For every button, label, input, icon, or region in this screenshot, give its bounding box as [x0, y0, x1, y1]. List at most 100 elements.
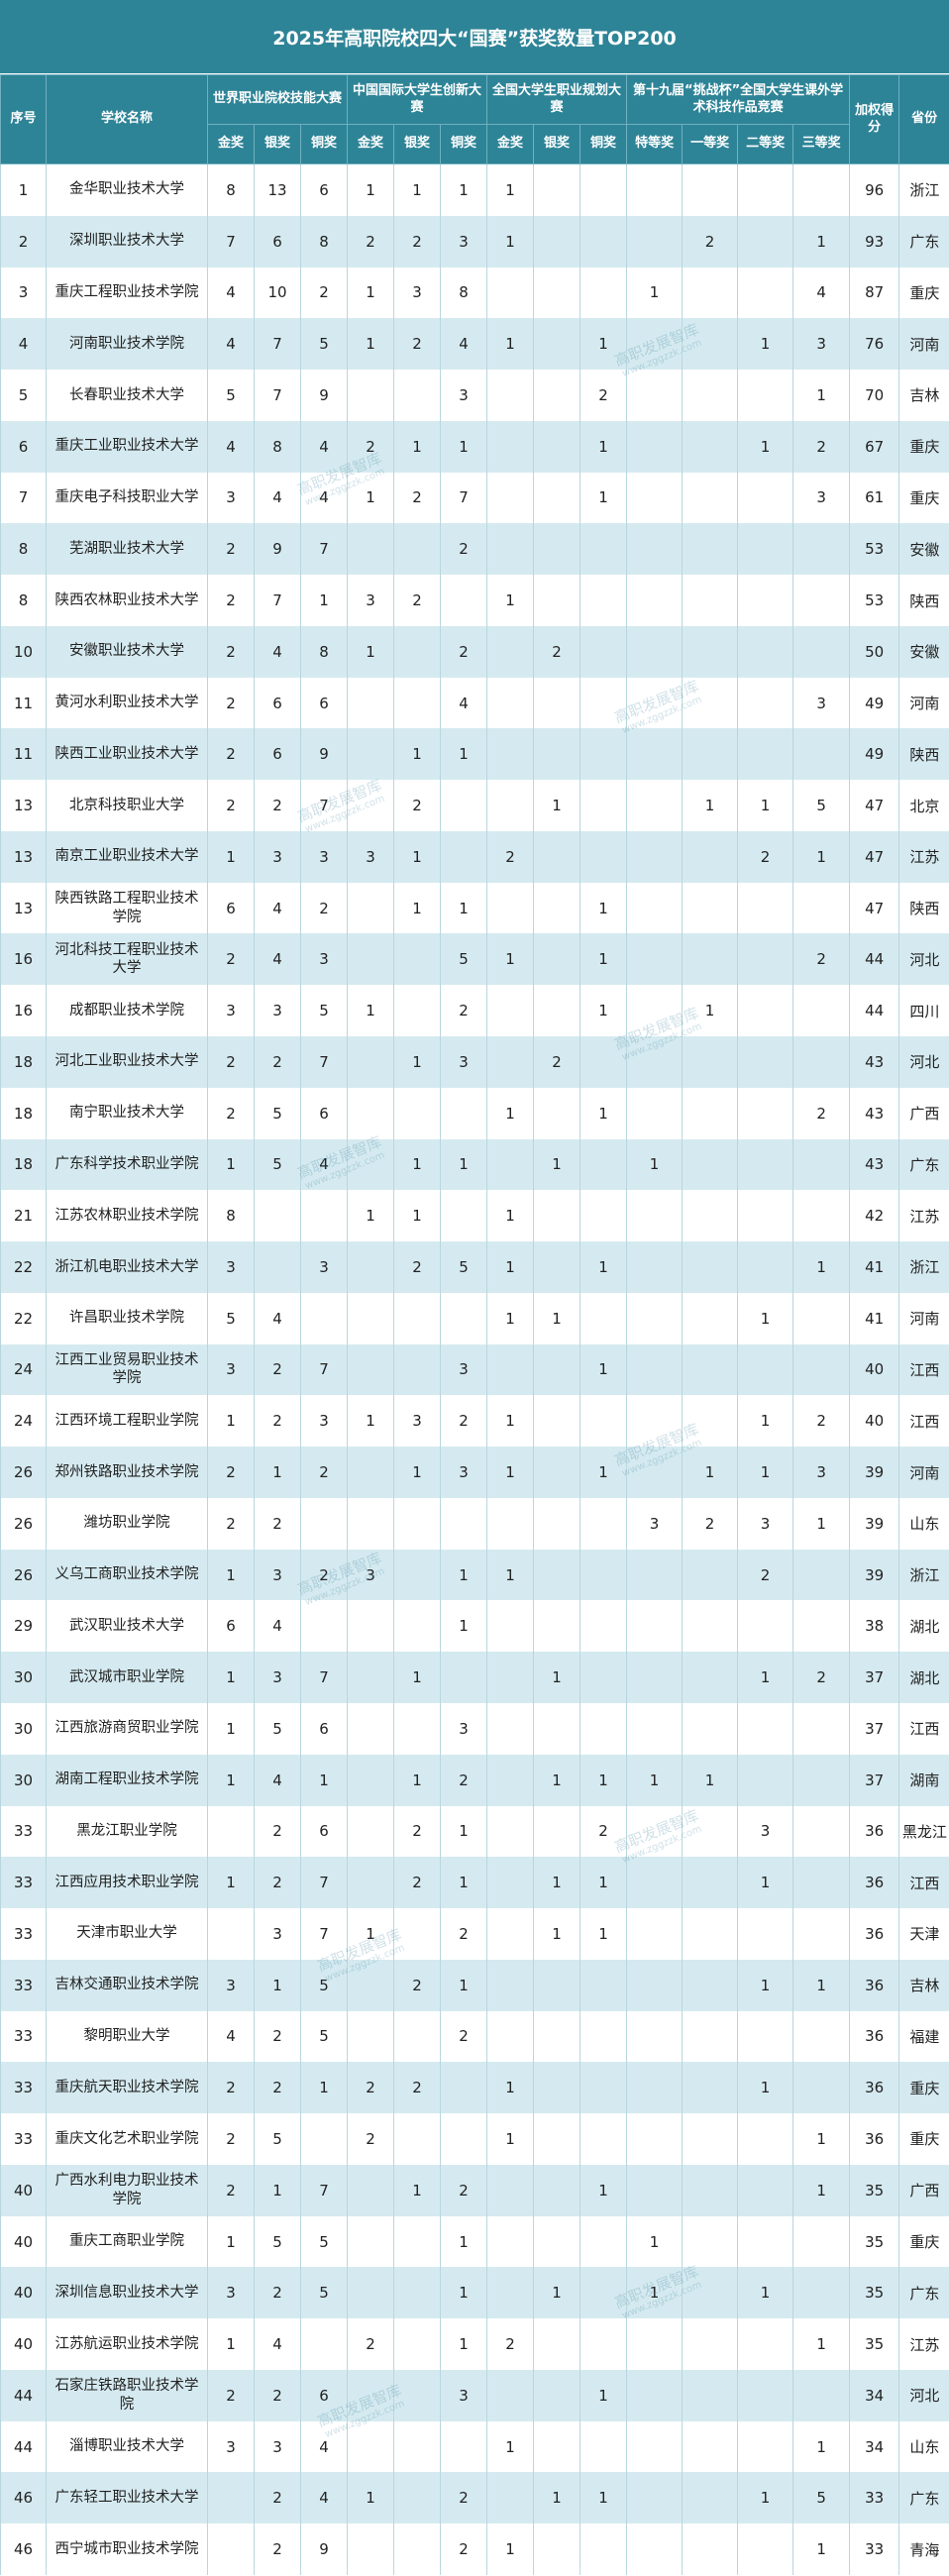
table-cell: 1	[393, 1447, 441, 1498]
table-cell: 3	[440, 215, 487, 268]
table-cell: 39	[849, 1447, 899, 1498]
table-cell: 1	[682, 780, 738, 831]
table-cell	[626, 1805, 683, 1858]
table-cell: 39	[849, 1497, 899, 1550]
table-cell	[682, 1241, 738, 1293]
table-row: 33 吉林交通职业技术学院 3 1 5 2 1 1 1 36 吉林	[0, 1959, 949, 2011]
table-cell: 1	[0, 163, 47, 216]
name-header: 学校名称	[46, 74, 208, 164]
table-cell: 41	[849, 1292, 899, 1344]
table-cell: 6	[0, 420, 47, 473]
table-cell: 2	[440, 1395, 487, 1448]
table-cell: 1	[393, 1036, 441, 1088]
table-cell	[737, 2369, 793, 2421]
table-cell	[626, 728, 683, 781]
table-cell	[626, 163, 683, 216]
table-cell: 1	[486, 933, 534, 986]
table-cell	[580, 575, 627, 626]
table-cell	[626, 2318, 683, 2370]
sub-header: 铜奖	[440, 124, 488, 164]
table-cell	[737, 1190, 793, 1242]
table-cell: 1	[580, 933, 627, 986]
table-cell: 2	[207, 575, 255, 626]
table-row: 11 黄河水利职业技术大学 2 6 6 4 3 49 河南	[0, 677, 949, 729]
table-cell	[792, 163, 850, 216]
table-cell	[533, 2164, 580, 2216]
table-cell	[626, 1447, 683, 1498]
table-cell	[533, 1805, 580, 1858]
table-cell	[533, 2523, 580, 2575]
table-cell: 35	[849, 2215, 899, 2268]
table-cell	[580, 780, 627, 831]
table-cell: 1	[580, 1087, 627, 1139]
table-cell	[533, 1343, 580, 1396]
table-cell: 7	[207, 215, 255, 268]
table-row: 8 陕西农林职业技术大学 2 7 1 3 2 1 53 陕西	[0, 575, 949, 626]
table-cell: 2	[440, 625, 487, 678]
table-cell: 34	[849, 2369, 899, 2421]
table-cell	[682, 933, 738, 986]
table-cell	[393, 2523, 441, 2575]
table-cell: 22	[0, 1292, 47, 1344]
table-cell	[486, 2472, 534, 2524]
table-cell: 46	[0, 2523, 47, 2575]
table-row: 30 武汉城市职业学院 1 3 7 1 1 1 2 37 湖北	[0, 1652, 949, 1703]
table-cell: 3	[254, 2420, 301, 2473]
table-cell: 39	[849, 1549, 899, 1601]
table-cell: 3	[347, 575, 394, 626]
table-row: 29 武汉职业技术大学 6 4 1 38 湖北	[0, 1600, 949, 1653]
table-cell: 4	[254, 1754, 301, 1806]
table-cell	[533, 2318, 580, 2370]
table-cell	[347, 523, 394, 576]
table-cell: 湖南	[898, 1754, 949, 1806]
sub-header: 三等奖	[792, 124, 851, 164]
table-cell: 4	[254, 2318, 301, 2370]
table-cell	[393, 625, 441, 678]
table-cell	[580, 1497, 627, 1550]
table-cell	[682, 677, 738, 729]
table-cell: 2	[393, 472, 441, 524]
table-cell: 2	[254, 780, 301, 831]
table-cell	[533, 882, 580, 934]
table-cell	[682, 163, 738, 216]
table-cell	[486, 2369, 534, 2421]
table-cell	[682, 1652, 738, 1703]
table-cell	[486, 523, 534, 576]
table-cell: 1	[393, 882, 441, 934]
table-cell: 11	[0, 728, 47, 781]
table-cell: 5	[440, 1241, 487, 1293]
table-cell: 1	[580, 472, 627, 524]
table-cell: 2	[486, 830, 534, 883]
table-cell	[626, 1652, 683, 1703]
table-cell: 3	[347, 1549, 394, 1601]
table-cell: 49	[849, 728, 899, 781]
table-cell	[580, 523, 627, 576]
table-cell	[347, 1292, 394, 1344]
table-cell	[682, 2267, 738, 2319]
table-cell	[486, 625, 534, 678]
table-cell	[580, 2215, 627, 2268]
table-cell: 1	[207, 1652, 255, 1703]
table-cell	[682, 1138, 738, 1191]
table-cell: 70	[849, 370, 899, 421]
school-name: 深圳信息职业技术大学	[46, 2267, 208, 2319]
table-cell	[626, 1241, 683, 1293]
table-cell	[486, 370, 534, 421]
table-cell	[626, 2010, 683, 2063]
table-cell: 6	[254, 677, 301, 729]
table-cell	[626, 1600, 683, 1653]
school-name: 浙江机电职业技术大学	[46, 1241, 208, 1293]
school-name: 江苏航运职业技术学院	[46, 2318, 208, 2370]
table-cell: 1	[792, 2164, 850, 2216]
school-name: 广东科学技术职业学院	[46, 1138, 208, 1191]
table-cell	[737, 1343, 793, 1396]
table-cell: 93	[849, 215, 899, 268]
table-cell: 6	[299, 163, 348, 216]
table-cell	[682, 472, 738, 524]
table-cell: 1	[486, 318, 534, 371]
table-cell: 6	[254, 215, 301, 268]
table-cell: 3	[207, 2267, 255, 2319]
table-row: 13 北京科技职业大学 2 2 7 2 1 1 1 5 47 北京	[0, 780, 949, 831]
table-cell: 36	[849, 2010, 899, 2063]
table-cell: 3	[207, 1959, 255, 2011]
